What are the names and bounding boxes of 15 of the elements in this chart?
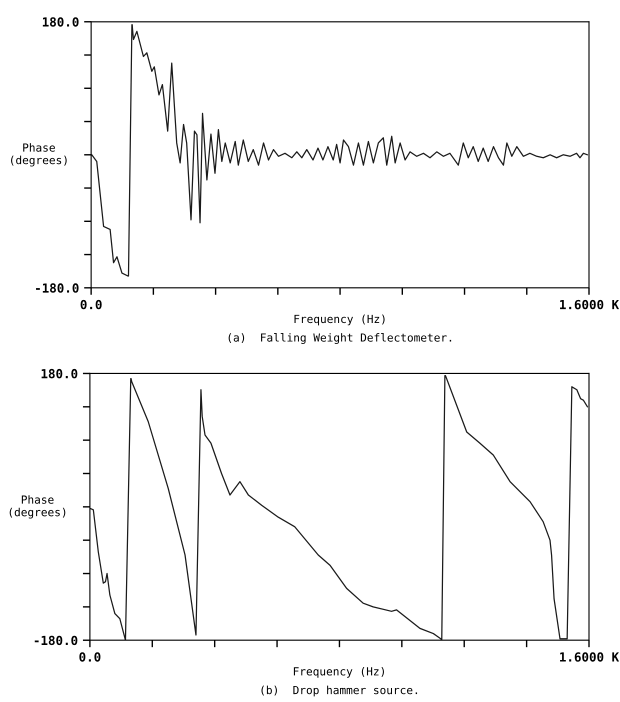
x-tick-label: 1.6000 K [560, 300, 620, 310]
text: (a) Falling Weight Deflectometer. [228, 333, 452, 344]
y-axis-title: Phase (degrees) [10, 495, 66, 519]
y-tick-label: -180.0 [34, 636, 78, 646]
x-tick-label: 1.6000 K [560, 652, 620, 662]
x-tick-label: 0.0 [80, 300, 102, 310]
y-tick-label: 180.0 [42, 368, 78, 378]
x-tick-label: 0.0 [79, 652, 100, 662]
text: (b) Drop hammer source. [261, 686, 418, 696]
y-tick-label: 180.0 [42, 17, 79, 27]
line-series [91, 24, 588, 277]
x-axis-title: Frequency (Hz) [294, 666, 384, 678]
y-axis-title: Phase (degrees) [11, 143, 67, 166]
y-tick-label: -180.0 [36, 283, 79, 293]
x-axis-title: Frequency (Hz) [294, 314, 385, 326]
